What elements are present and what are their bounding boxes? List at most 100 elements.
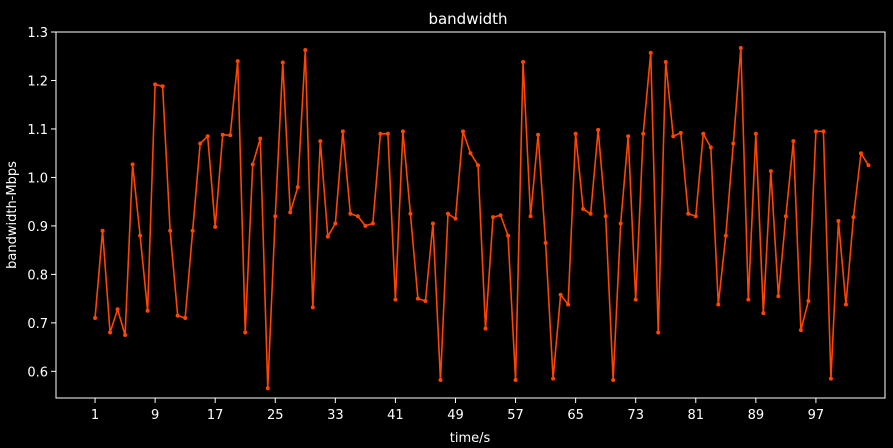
data-point [461,129,465,133]
data-point [701,132,705,136]
data-point [731,142,735,146]
y-tick-label: 1.3 [27,26,48,41]
y-tick-label: 0.8 [27,268,48,283]
data-point [604,214,608,218]
data-point [754,132,758,136]
data-point [476,163,480,167]
data-point [866,163,870,167]
data-point [776,294,780,298]
data-point [416,297,420,301]
data-point [446,212,450,216]
data-point [626,134,630,138]
x-tick-label: 49 [447,408,464,423]
data-point [506,234,510,238]
data-point [664,60,668,64]
x-tick-label: 89 [748,408,765,423]
data-point [656,331,660,335]
data-point [514,378,518,382]
x-tick-label: 17 [207,408,224,423]
data-point [806,299,810,303]
data-point [146,309,150,313]
data-point [363,224,367,228]
data-point [499,213,503,217]
data-point [574,132,578,136]
data-point [378,132,382,136]
data-point [258,137,262,141]
data-point [453,217,457,221]
data-point [108,331,112,335]
data-point [551,377,555,381]
data-point [236,59,240,63]
data-point [408,212,412,216]
data-point [851,215,855,219]
y-axis: 0.6 0.7 0.8 0.9 1.0 1.1 1.2 1.3 [27,26,56,380]
data-point [559,293,563,297]
data-point [266,386,270,390]
x-tick-label: 1 [91,408,99,423]
x-tick-label: 57 [507,408,524,423]
data-point [596,128,600,132]
series-line [95,48,868,388]
x-tick-label: 25 [267,408,284,423]
data-point [101,229,105,233]
y-tick-label: 1.2 [27,74,48,89]
data-point [333,221,337,225]
data-point [393,298,397,302]
data-point [784,214,788,218]
data-point [814,129,818,133]
data-point [709,145,713,149]
data-point [116,307,120,311]
y-axis-title: bandwidth-Mbps [5,161,20,269]
y-tick-label: 1.1 [27,123,48,138]
data-point [619,221,623,225]
data-point [356,214,360,218]
data-point [746,298,750,302]
data-point [303,48,307,52]
x-tick-label: 81 [687,408,704,423]
x-tick-label: 97 [808,408,825,423]
data-point [161,84,165,88]
data-point [641,132,645,136]
data-point [544,241,548,245]
data-point [386,132,390,136]
data-point [761,311,765,315]
data-point [348,212,352,216]
data-point [176,314,180,318]
data-point [686,212,690,216]
data-point [371,221,375,225]
data-point [243,331,247,335]
data-point [431,221,435,225]
data-point [123,333,127,337]
data-point [844,302,848,306]
data-point [251,162,255,166]
data-point [671,134,675,138]
data-point [581,207,585,211]
y-tick-label: 0.7 [27,317,48,332]
data-point [341,129,345,133]
x-tick-label: 9 [151,408,159,423]
data-point [153,82,157,86]
x-axis: 1 9 17 25 33 41 49 57 65 73 81 89 97 [91,398,824,423]
data-point [821,129,825,133]
plot-frame [56,32,885,398]
data-point [318,139,322,143]
x-tick-label: 65 [567,408,584,423]
data-point [198,142,202,146]
y-tick-label: 1.0 [27,171,48,186]
data-point [484,327,488,331]
chart-title: bandwidth [428,10,507,28]
data-point [634,298,638,302]
series-layer [93,46,870,390]
data-point [694,214,698,218]
data-point [566,302,570,306]
data-point [859,151,863,155]
data-point [438,378,442,382]
data-point [589,212,593,216]
x-tick-label: 33 [327,408,344,423]
data-point [679,131,683,135]
data-point [273,214,277,218]
data-point [739,46,743,50]
data-point [191,229,195,233]
